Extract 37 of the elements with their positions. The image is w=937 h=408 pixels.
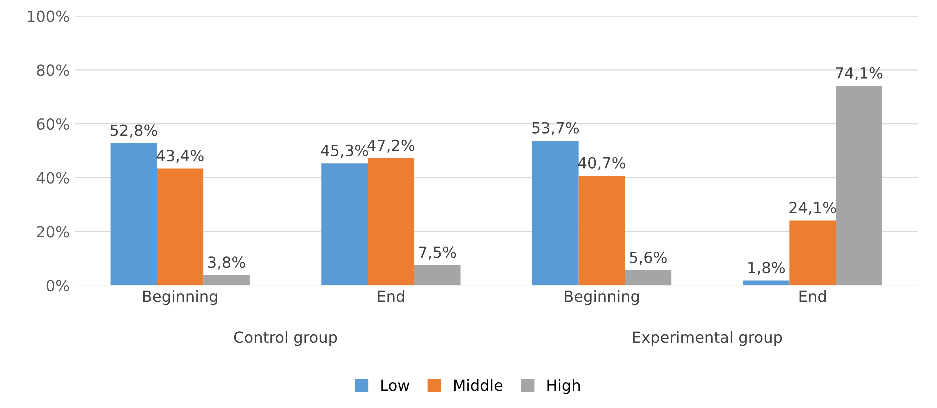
legend-label: Middle bbox=[454, 379, 503, 392]
data-label: 74,1% bbox=[836, 67, 883, 80]
data-label: 1,8% bbox=[748, 262, 786, 276]
data-label: 47,2% bbox=[368, 140, 415, 153]
text: Control group bbox=[234, 331, 338, 346]
data-label: 53,7% bbox=[532, 122, 580, 136]
legend-label: Low bbox=[382, 380, 410, 392]
y-tick-label: 60% bbox=[37, 118, 70, 130]
data-label: 24,1% bbox=[790, 202, 836, 216]
bar bbox=[110, 143, 158, 286]
bar bbox=[625, 270, 672, 286]
bar bbox=[157, 168, 204, 286]
y-tick-label: 80% bbox=[37, 64, 70, 76]
y-tick-label: 100% bbox=[28, 10, 70, 22]
y-tick-label: 0% bbox=[46, 280, 70, 292]
bar bbox=[743, 280, 790, 286]
x-tick-label: End bbox=[378, 290, 404, 302]
data-label: 5,6% bbox=[630, 252, 667, 265]
bar bbox=[578, 176, 626, 286]
legend-label: High bbox=[548, 379, 580, 394]
bar bbox=[322, 164, 368, 286]
bar bbox=[532, 140, 579, 286]
x-tick-label: Beginning bbox=[143, 290, 218, 306]
bar bbox=[836, 86, 882, 286]
data-label: 3,8% bbox=[208, 256, 246, 270]
bar bbox=[204, 275, 250, 286]
x-tick-label: End bbox=[800, 290, 826, 302]
y-tick-label: 20% bbox=[37, 226, 70, 238]
text: Experimental group bbox=[633, 331, 782, 346]
bar bbox=[414, 265, 461, 286]
x-tick-label: Beginning bbox=[565, 290, 640, 306]
bar bbox=[790, 220, 836, 286]
y-tick-label: 40% bbox=[36, 172, 70, 184]
data-label: 52,8% bbox=[110, 124, 158, 138]
bar bbox=[368, 158, 414, 286]
data-label: 7,5% bbox=[419, 246, 456, 260]
data-label: 45,3% bbox=[321, 144, 368, 158]
